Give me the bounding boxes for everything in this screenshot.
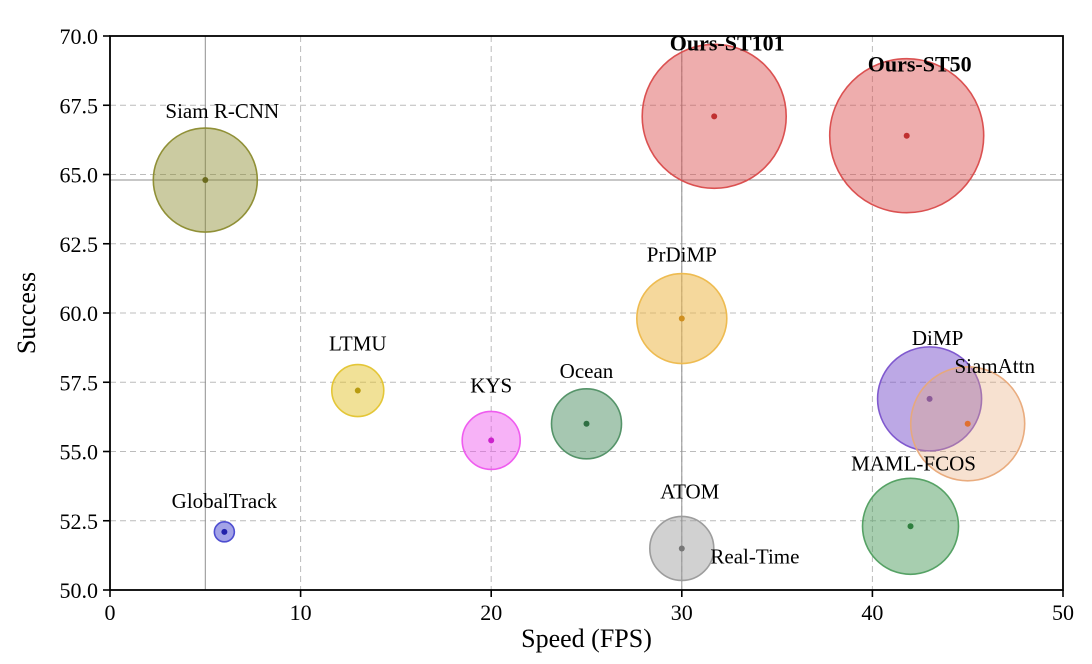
bubble-label-ocean: Ocean — [560, 359, 614, 383]
x-tick-label: 0 — [105, 600, 116, 625]
y-tick-label: 60.0 — [60, 301, 99, 326]
y-tick-label: 50.0 — [60, 578, 99, 603]
bubble-label-ltmu: LTMU — [329, 332, 387, 356]
bubble-center-dot-dimp — [926, 395, 933, 402]
bubble-center-dot-maml-fcos — [907, 523, 914, 530]
bubble-center-dot-globaltrack — [221, 528, 228, 535]
bubble-center-dot-ours-st50 — [903, 132, 910, 139]
bubble-center-dot-siamattn — [964, 420, 971, 427]
bubble-center-dot-prdimp — [678, 315, 685, 322]
bubble-center-dot-ocean — [583, 420, 590, 427]
y-tick-label: 67.5 — [60, 93, 99, 118]
bubble-center-dot-ltmu — [354, 387, 361, 394]
bubble-label-ours-st101: Ours-ST101 — [670, 30, 785, 55]
x-axis-label: Speed (FPS) — [521, 624, 652, 653]
y-tick-label: 55.0 — [60, 440, 99, 465]
bubble-center-dot-atom — [678, 545, 685, 552]
bubble-label-siam-r-cnn: Siam R-CNN — [165, 99, 279, 123]
bubble-label-dimp: DiMP — [912, 326, 963, 350]
x-tick-label: 30 — [671, 600, 693, 625]
bubble-label-prdimp: PrDiMP — [647, 243, 717, 267]
bubble-center-dot-kys — [488, 437, 495, 444]
x-tick-label: 10 — [290, 600, 312, 625]
y-tick-label: 62.5 — [60, 232, 99, 257]
bubble-center-dot-ours-st101 — [711, 113, 718, 120]
x-tick-label: 40 — [861, 600, 883, 625]
bubble-label-globaltrack: GlobalTrack — [172, 489, 278, 513]
annotation-real-time: Real-Time — [710, 545, 799, 569]
y-tick-label: 57.5 — [60, 370, 99, 395]
bubble-label-atom: ATOM — [660, 479, 719, 503]
x-tick-label: 50 — [1052, 600, 1074, 625]
y-tick-label: 65.0 — [60, 163, 99, 188]
bubble-label-kys: KYS — [470, 373, 512, 397]
bubble-label-ours-st50: Ours-ST50 — [868, 52, 972, 77]
y-axis-label: Success — [12, 271, 41, 355]
x-tick-label: 20 — [480, 600, 502, 625]
bubble-center-dot-siam-r-cnn — [202, 177, 209, 184]
bubble-label-maml-fcos: MAML-FCOS — [851, 451, 976, 475]
y-tick-label: 52.5 — [60, 509, 99, 534]
bubble-label-siamattn: SiamAttn — [954, 354, 1035, 378]
y-tick-label: 70.0 — [60, 24, 99, 49]
